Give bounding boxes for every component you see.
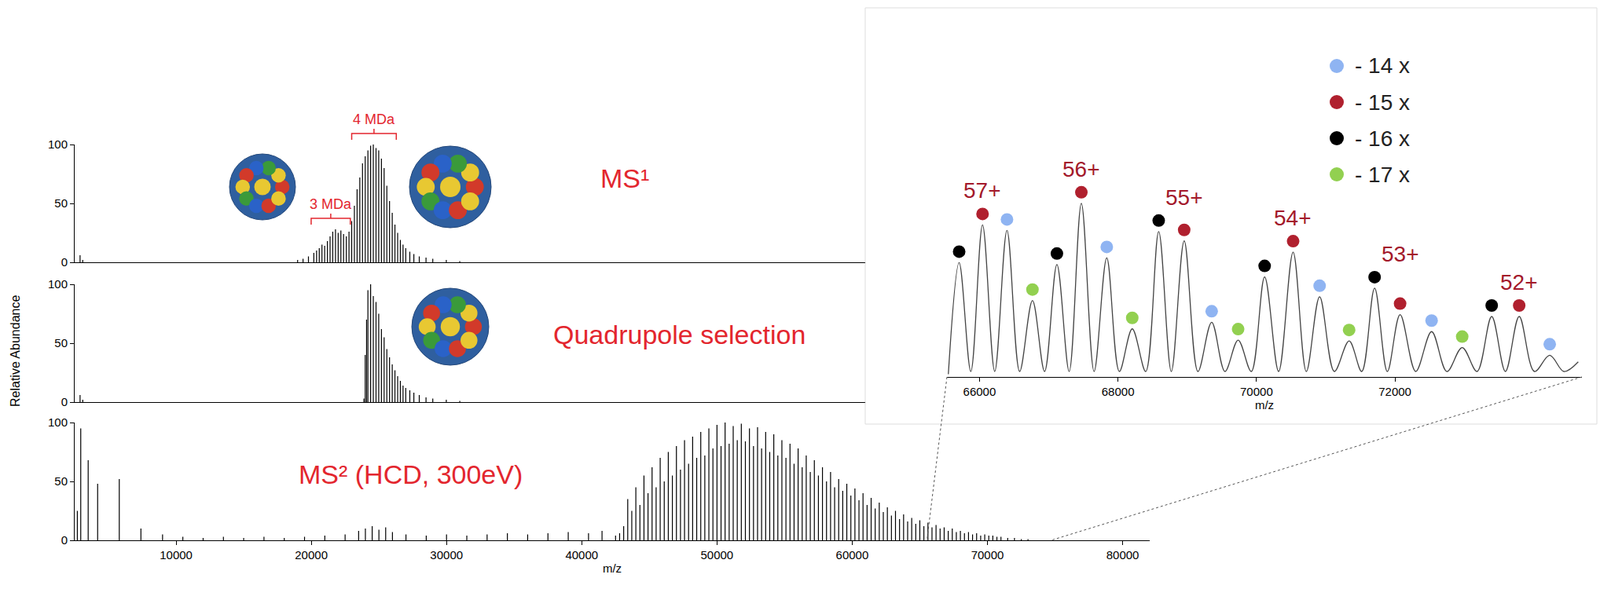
svg-text:57+: 57+ (963, 178, 1002, 203)
svg-text:55+: 55+ (1165, 185, 1204, 210)
svg-text:60000: 60000 (836, 548, 870, 562)
svg-text:MS¹: MS¹ (600, 163, 650, 194)
svg-text:50000: 50000 (700, 548, 734, 562)
svg-text:72000: 72000 (1378, 385, 1412, 399)
svg-text:52+: 52+ (1500, 270, 1538, 295)
svg-text:54+: 54+ (1273, 205, 1312, 231)
svg-text:0: 0 (61, 395, 68, 409)
svg-text:0: 0 (61, 255, 68, 269)
svg-text:100: 100 (47, 137, 68, 151)
svg-text:m/z: m/z (602, 561, 622, 576)
svg-text:66000: 66000 (963, 385, 997, 399)
svg-text:50: 50 (54, 336, 68, 350)
svg-text:Relative Abundance: Relative Abundance (8, 295, 23, 408)
svg-text:70000: 70000 (1240, 385, 1274, 399)
svg-text:- 15 x: - 15 x (1354, 90, 1410, 115)
svg-text:100: 100 (47, 415, 68, 430)
svg-text:m/z: m/z (1255, 398, 1274, 412)
svg-text:4 MDa: 4 MDa (352, 111, 396, 128)
svg-text:50: 50 (54, 474, 68, 489)
svg-text:56+: 56+ (1062, 157, 1101, 182)
svg-text:3 MDa: 3 MDa (309, 196, 353, 213)
svg-text:0: 0 (61, 533, 68, 547)
svg-text:68000: 68000 (1101, 385, 1135, 399)
svg-text:40000: 40000 (565, 548, 599, 562)
svg-text:80000: 80000 (1106, 548, 1140, 562)
svg-text:- 14 x: - 14 x (1354, 53, 1410, 78)
svg-text:- 16 x: - 16 x (1354, 126, 1410, 151)
svg-text:20000: 20000 (294, 548, 328, 562)
svg-text:10000: 10000 (159, 548, 193, 562)
svg-text:70000: 70000 (971, 548, 1005, 562)
svg-text:30000: 30000 (429, 548, 463, 562)
svg-text:50: 50 (54, 196, 68, 210)
svg-text:53+: 53+ (1381, 242, 1420, 267)
svg-text:MS² (HCD, 300eV): MS² (HCD, 300eV) (298, 459, 523, 490)
svg-text:Quadrupole selection: Quadrupole selection (553, 319, 806, 350)
svg-text:- 17 x: - 17 x (1354, 162, 1410, 188)
svg-text:100: 100 (47, 277, 68, 291)
